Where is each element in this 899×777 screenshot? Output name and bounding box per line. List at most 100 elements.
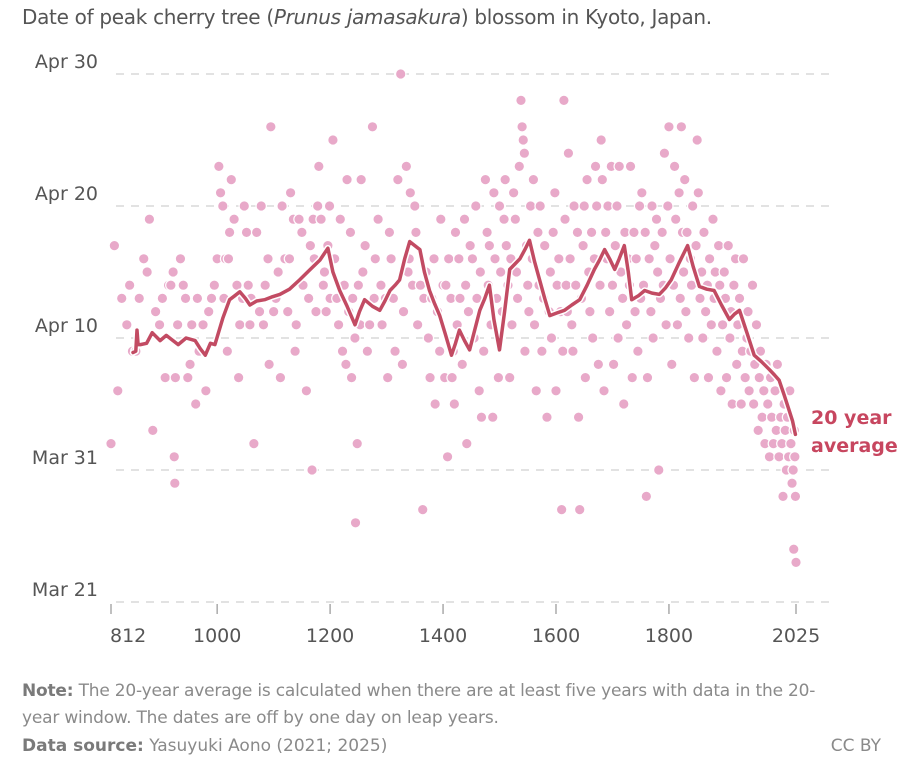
data-point [761, 398, 774, 410]
data-point [446, 371, 458, 384]
data-point [507, 187, 520, 199]
data-point [511, 292, 524, 305]
data-point [556, 345, 569, 357]
data-point [694, 292, 706, 305]
data-point [262, 252, 274, 265]
data-point [532, 226, 544, 239]
data-point [165, 279, 177, 291]
data-point [633, 200, 646, 212]
data-point [121, 318, 133, 331]
y-tick-label: Mar 21 [32, 579, 98, 601]
data-point [111, 384, 124, 397]
data-point [658, 147, 671, 159]
x-tick-label: 1600 [532, 625, 580, 647]
data-point [492, 371, 505, 384]
data-point [169, 477, 181, 489]
data-point [184, 358, 196, 371]
data-point [397, 305, 410, 318]
data-point [357, 266, 369, 278]
data-point [221, 345, 234, 357]
data-point [459, 279, 472, 291]
data-point [272, 266, 284, 278]
data-point [541, 411, 553, 423]
data-point [208, 279, 221, 291]
data-point [456, 358, 469, 371]
data-point [250, 226, 263, 239]
data-point [712, 239, 725, 252]
y-axis: Apr 30 Apr 20 Apr 10 Mar 31 Mar 21 [32, 51, 98, 601]
source-label: Data source: [22, 736, 144, 756]
data-point [500, 239, 513, 252]
data-point [650, 213, 663, 225]
data-point [603, 305, 616, 318]
data-point [787, 543, 800, 555]
data-point [300, 384, 313, 397]
data-point [753, 371, 766, 384]
data-point [105, 437, 117, 450]
data-point [519, 345, 531, 357]
data-point [503, 371, 516, 384]
data-point [678, 173, 691, 186]
data-point [536, 345, 548, 357]
data-point [137, 252, 150, 265]
data-point [341, 173, 353, 186]
average-line [131, 238, 798, 437]
data-point [385, 252, 397, 265]
data-point [691, 134, 703, 146]
data-point [200, 384, 212, 397]
data-point [149, 305, 162, 318]
data-point [730, 358, 743, 371]
data-point [143, 213, 156, 225]
data-point [108, 239, 121, 252]
title-prefix: Date of peak cherry tree ( [22, 5, 274, 29]
data-point [320, 305, 332, 318]
data-point [598, 384, 610, 397]
data-point [449, 226, 462, 239]
data-point [547, 226, 559, 239]
data-point [355, 173, 367, 186]
data-point [722, 239, 735, 252]
data-point [555, 503, 568, 516]
source-text: Yasuyuki Aono (2021; 2025) [143, 736, 388, 756]
data-point [351, 437, 364, 450]
data-point [586, 332, 599, 344]
data-point [197, 318, 209, 331]
data-point [453, 252, 465, 265]
x-axis: 812 1000 1200 1400 1600 1800 2025 [110, 604, 820, 647]
data-point [660, 318, 672, 331]
data-point [238, 200, 251, 212]
data-point [620, 318, 633, 331]
data-point [302, 292, 315, 305]
data-point [464, 239, 476, 252]
data-point [530, 384, 543, 397]
data-point [534, 200, 546, 212]
data-point [477, 345, 490, 357]
data-point [141, 266, 153, 278]
data-point [222, 252, 235, 265]
data-point [703, 252, 716, 265]
note-label: Note: [22, 681, 74, 701]
data-point [594, 279, 606, 291]
data-point [558, 94, 570, 107]
data-point [640, 490, 653, 503]
average-annotation: 20 year average [811, 407, 898, 457]
data-point [293, 213, 305, 225]
x-tick-label: 2025 [772, 625, 820, 647]
data-point [352, 279, 365, 291]
data-point [692, 187, 705, 199]
data-point [372, 213, 384, 225]
data-point [306, 464, 318, 476]
data-point [517, 134, 530, 146]
data-point [311, 200, 324, 212]
data-point [577, 239, 589, 252]
title-suffix: ) blossom in Kyoto, Japan. [460, 5, 712, 29]
data-point [513, 160, 526, 173]
data-point [363, 318, 376, 331]
data-point [589, 160, 602, 173]
data-point [146, 424, 159, 437]
annotation-line2: average [811, 435, 898, 457]
data-point [516, 121, 528, 133]
average-line-group [129, 237, 799, 438]
data-point [115, 292, 128, 305]
data-point [617, 398, 630, 410]
